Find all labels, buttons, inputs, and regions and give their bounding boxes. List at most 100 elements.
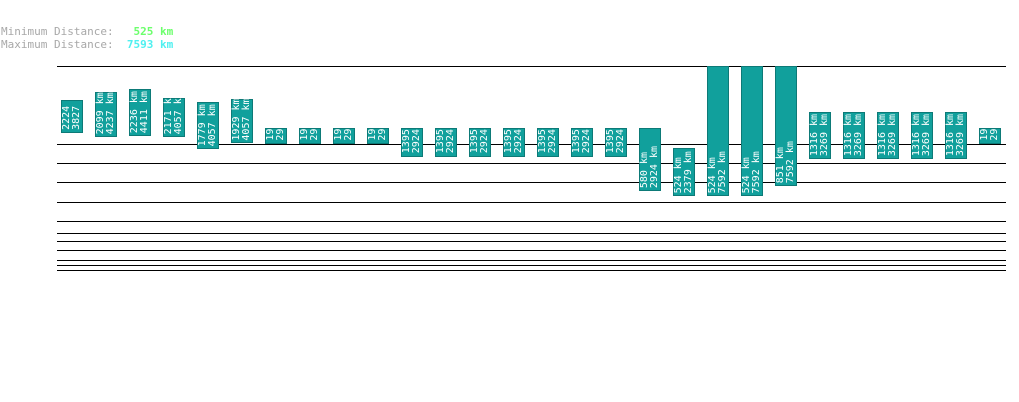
bar-min-label: 1929 km <box>231 98 242 140</box>
bar-max-label: 2924 km <box>989 98 1000 140</box>
bar-min-label: 1316 km <box>877 114 888 156</box>
bar-min-label: 2236 km <box>129 91 140 133</box>
bar <box>945 112 967 159</box>
bar <box>401 128 423 157</box>
bar-group: 1951 km 2924 km <box>333 98 355 144</box>
bar-group: 1316 km 3269 km <box>945 112 967 159</box>
bars: 2224 km 3827 km 2099 km 4237 km 2236 km 4411 … <box>61 66 1001 196</box>
bar <box>605 128 627 157</box>
bar-group: 1951 km 2924 km <box>979 98 1001 144</box>
bar-max-label: 4237 km <box>105 92 116 134</box>
bar-min-label: 1316 km <box>843 114 854 156</box>
bar-max-label: 4057 km <box>241 98 252 140</box>
bar-group: 524 km 7592 km <box>741 66 763 196</box>
bar-max-label: 2924 km <box>309 98 320 140</box>
bar-max-label: 7592 km <box>717 151 728 193</box>
bar <box>979 128 1001 144</box>
bar-min-label: 1395 km <box>605 111 616 153</box>
bar-min-label: 1395 km <box>537 111 548 153</box>
bar-min-label: 1395 km <box>503 111 514 153</box>
bar-min-label: 2224 km <box>61 88 72 130</box>
bar-max-label: 3269 km <box>955 114 966 156</box>
bar <box>265 128 287 144</box>
bar-max-label: 3269 km <box>921 114 932 156</box>
bar-group: 1779 km 4057 km <box>197 102 219 149</box>
bar-group: 1316 km 3269 km <box>877 112 899 159</box>
bar-min-label: 2171 km <box>163 92 174 134</box>
bar-min-label: 1395 km <box>469 111 480 153</box>
bar-min-label: 1316 km <box>911 114 922 156</box>
bar <box>299 128 321 144</box>
bar-min-label: 524 km <box>741 157 752 193</box>
bar-group: 1395 km 2924 km <box>503 111 525 157</box>
bar-max-label: 3269 km <box>853 114 864 156</box>
max-distance-label: Maximum Distance: <box>1 38 114 51</box>
bar <box>571 128 593 157</box>
bar-max-label: 2924 km <box>411 111 422 153</box>
bar-group: 1316 km 3269 km <box>809 112 831 159</box>
bar-max-label: 2924 km <box>615 111 626 153</box>
max-distance-value: 7593 km <box>126 38 174 51</box>
bar <box>809 112 831 159</box>
bar <box>163 98 185 137</box>
bar-max-label: 2924 km <box>377 98 388 140</box>
min-distance-row: Minimum Distance: 525 km <box>1 25 173 38</box>
bar-group: 1951 km 2924 km <box>367 98 389 144</box>
bar-min-label: 1395 km <box>435 111 446 153</box>
bar-group: 1929 km 4057 km <box>231 98 253 143</box>
bar-min-label: 851 km <box>775 147 786 183</box>
bar-group: 1316 km 3269 km <box>911 112 933 159</box>
bar-group: 2224 km 3827 km <box>61 88 83 133</box>
bar-max-label: 7592 km <box>785 141 796 183</box>
bar-group: 1316 km 3269 km <box>843 112 865 159</box>
max-distance-row: Maximum Distance: 7593 km <box>1 38 173 51</box>
bar-group: 2236 km 4411 km <box>129 89 151 136</box>
bar-max-label: 2924 km <box>445 111 456 153</box>
bar <box>843 112 865 159</box>
bar-max-label: 4057 km <box>173 92 184 134</box>
bar <box>707 66 729 196</box>
bar-group: 1395 km 2924 km <box>401 111 423 157</box>
bar-group: 851 km 7592 km <box>775 66 797 186</box>
bar-group: 2099 km 4237 km <box>95 92 117 137</box>
bar <box>673 148 695 196</box>
bar-max-label: 2924 km <box>649 146 660 188</box>
bar <box>639 128 661 191</box>
bar-max-label: 3827 km <box>71 88 82 130</box>
bar-min-label: 1395 km <box>571 111 582 153</box>
bar-group: 524 km 2379 km <box>673 148 695 196</box>
bar <box>95 92 117 137</box>
bar-min-label: 1951 km <box>299 98 310 140</box>
bar-group: 1395 km 2924 km <box>469 111 491 157</box>
bar-max-label: 4411 km <box>139 91 150 133</box>
bar <box>231 99 253 143</box>
bar <box>775 66 797 186</box>
bar-min-label: 580 km <box>639 152 650 188</box>
bar-group: 2171 km 4057 km <box>163 92 185 137</box>
bar <box>469 128 491 157</box>
bar-group: 1395 km 2924 km <box>435 111 457 157</box>
bar-min-label: 1316 km <box>809 114 820 156</box>
bar-min-label: 1951 km <box>333 98 344 140</box>
bar-max-label: 7592 km <box>751 151 762 193</box>
bar-min-label: 1951 km <box>265 98 276 140</box>
bar-min-label: 2099 km <box>95 92 106 134</box>
bar-max-label: 2924 km <box>513 111 524 153</box>
distance-stats: Minimum Distance: 525 km Maximum Distance… <box>1 25 173 51</box>
bar-group: 1395 km 2924 km <box>571 111 593 157</box>
bar <box>741 66 763 196</box>
bar-min-label: 1951 km <box>367 98 378 140</box>
bar-max-label: 4057 km <box>207 104 218 146</box>
bar <box>911 112 933 159</box>
bar <box>537 128 559 157</box>
bar <box>333 128 355 144</box>
bar-min-label: 1951 km <box>979 98 990 140</box>
min-distance-value: 525 km <box>133 25 174 38</box>
bar-min-label: 1316 km <box>945 114 956 156</box>
bar <box>503 128 525 157</box>
bar-min-label: 524 km <box>673 157 684 193</box>
bar-group: 1951 km 2924 km <box>299 98 321 144</box>
min-distance-label: Minimum Distance: <box>1 25 114 38</box>
bar <box>197 102 219 149</box>
bar-max-label: 3269 km <box>887 114 898 156</box>
